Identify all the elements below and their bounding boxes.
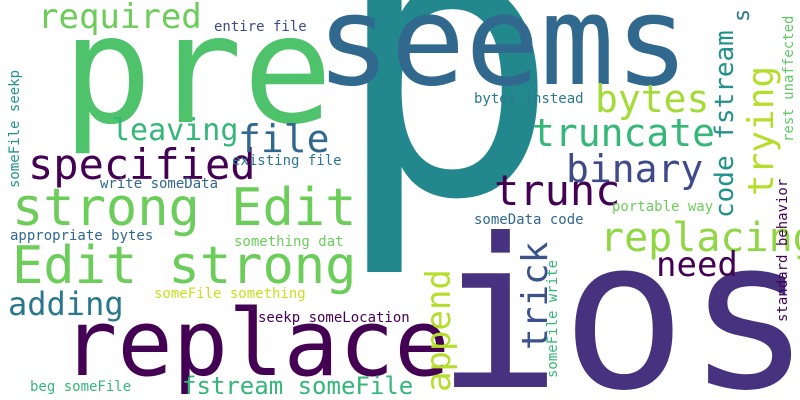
word-rest-unaffected: rest unaffected: [781, 15, 797, 142]
word-need: need: [656, 245, 738, 285]
word-replace: replace: [62, 290, 450, 397]
word-beg-somefile: beg someFile: [30, 379, 132, 395]
word-leaving: leaving: [112, 113, 239, 148]
word-truncate: truncate: [532, 111, 716, 155]
word-appropriate-bytes: appropriate bytes: [10, 228, 154, 244]
word-standard-behavior: standard behavior: [775, 178, 791, 322]
word-file: file: [238, 117, 330, 161]
word-existing-file: existing file: [232, 153, 342, 169]
word-somefile-something: someFile something: [154, 286, 306, 302]
word-something-dat: something dat: [234, 234, 344, 250]
word-portable-way: portable way: [612, 199, 714, 215]
word-entire-file: entire file: [214, 19, 307, 35]
word-strong-edit: strong Edit: [12, 178, 357, 238]
word-required: required: [38, 0, 202, 37]
word-bytes: bytes: [595, 77, 710, 121]
word-trying: trying: [741, 65, 782, 196]
word-p: p: [332, 0, 561, 283]
word-seems: seems: [316, 0, 690, 114]
word-replacing: replacing: [600, 215, 800, 261]
word-bytes-instead: bytes instead: [474, 91, 584, 107]
word-pre: pre: [62, 0, 333, 158]
word-s: s: [730, 8, 755, 22]
word-adding: adding: [8, 285, 124, 323]
word-fstream-somefile: fstream someFile: [182, 372, 414, 400]
word-specified: specified: [28, 140, 256, 189]
word-binary: binary: [566, 147, 704, 191]
word-append: append: [419, 269, 459, 392]
word-somefile-write: someFile write: [545, 259, 561, 378]
word-trunc: trunc: [494, 166, 621, 215]
word-somefile-seekp: someFile seekp: [7, 69, 23, 188]
word-code-fstream: code fstream: [710, 30, 740, 218]
word-edit-strong: Edit strong: [12, 236, 357, 296]
word-ios: ios: [436, 195, 800, 400]
word-write-somedata: write someData: [100, 176, 219, 192]
word-seekp-somelocation: seekp someLocation: [258, 310, 410, 326]
word-somedata-code: someData code: [474, 212, 584, 228]
